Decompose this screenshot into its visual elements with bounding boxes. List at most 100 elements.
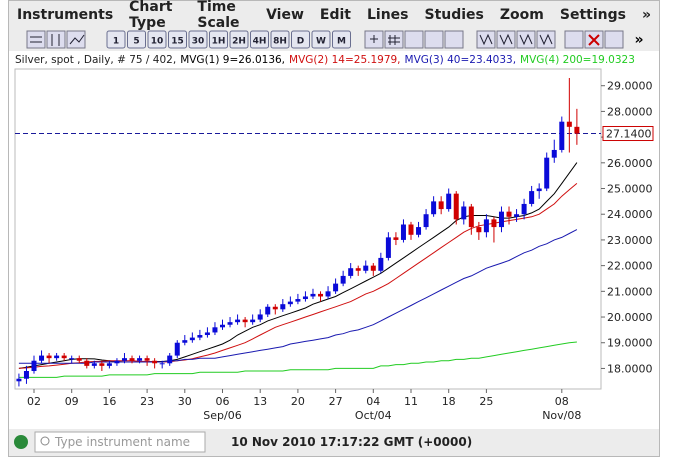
tool-icon[interactable] xyxy=(604,30,624,49)
x-tick-label: 25 xyxy=(479,395,493,408)
menu-bar: Instruments Chart Type Time Scale View Edit L… xyxy=(9,0,659,31)
candle-body xyxy=(483,219,489,233)
candle-body xyxy=(204,332,210,336)
bar-icon[interactable] xyxy=(46,30,66,49)
x-tick-label: 09 xyxy=(65,395,79,408)
chart-header: Silver, spot , Daily, # 75 / 402, MVG(1) … xyxy=(15,54,635,66)
tool-icon[interactable] xyxy=(564,30,584,49)
menu-item[interactable]: Time Scale xyxy=(197,0,240,31)
candle-body xyxy=(76,358,82,361)
candle-body xyxy=(536,188,542,192)
candle-body xyxy=(468,206,474,228)
period-button[interactable] xyxy=(188,30,208,49)
toolbar: » 1 5 10 15 30 1H 2H 4H 8H D W M xyxy=(26,30,644,49)
month-label: Oct/04 xyxy=(355,409,392,422)
candle-body xyxy=(476,227,482,233)
period-button[interactable] xyxy=(147,30,167,49)
candle-body xyxy=(385,237,391,258)
tool-icon[interactable] xyxy=(404,30,424,49)
period-button[interactable] xyxy=(270,30,290,49)
candle-body xyxy=(416,227,422,235)
x-tick-label: 23 xyxy=(140,395,154,408)
month-label: Sep/06 xyxy=(203,409,241,422)
period-button[interactable] xyxy=(250,30,269,49)
x-tick-label: 06 xyxy=(216,395,230,408)
period-button[interactable] xyxy=(229,30,249,49)
candle-body xyxy=(295,299,301,302)
status-light xyxy=(14,435,28,449)
candle-body xyxy=(559,121,565,150)
tool-icon[interactable] xyxy=(424,30,444,49)
period-button[interactable] xyxy=(332,30,351,49)
candle-body xyxy=(91,363,97,366)
candle-body xyxy=(318,293,324,297)
period-button[interactable] xyxy=(106,30,126,49)
candle-body xyxy=(393,237,399,240)
status-bar: Type instrument name 10 Nov 2010 17:17:2… xyxy=(14,431,472,453)
period-label: 8H xyxy=(273,37,287,47)
y-tick-label: 29.0000 xyxy=(607,80,653,93)
legend-entry: MVG(3) 40=23.4033, xyxy=(405,54,517,66)
tool-icon[interactable] xyxy=(444,30,464,49)
candle-body xyxy=(265,306,271,315)
grid-icon[interactable] xyxy=(384,30,404,49)
candle-body xyxy=(167,355,173,364)
app-window: Instruments Chart Type Time Scale View Edit L… xyxy=(8,0,660,457)
candle-body xyxy=(310,293,316,297)
candle-body xyxy=(340,275,346,284)
candle-body xyxy=(114,360,120,364)
x-tick-label: 30 xyxy=(178,395,192,408)
candle-body xyxy=(159,363,165,365)
candle-body xyxy=(121,358,127,361)
search-box[interactable] xyxy=(34,431,206,453)
legend-entry: MVG(1) 9=26.0136, xyxy=(180,54,285,66)
menu-item[interactable]: Studies xyxy=(424,7,484,23)
candle-body xyxy=(182,340,188,343)
period-label: 1H xyxy=(212,37,226,47)
candle-body xyxy=(189,337,195,341)
candle-body xyxy=(521,203,527,215)
period-button[interactable] xyxy=(209,30,228,49)
menu-item[interactable]: View xyxy=(266,7,304,23)
period-button[interactable] xyxy=(127,30,146,49)
period-label: M xyxy=(337,37,346,47)
candle-body xyxy=(446,193,452,210)
candle-body xyxy=(235,319,241,323)
y-tick-label: 24.0000 xyxy=(607,208,653,221)
x-tick-label: 04 xyxy=(366,395,380,408)
candle-body xyxy=(272,306,278,310)
candle-body xyxy=(438,201,444,210)
header-text: Silver, spot , Daily, # 75 / 402, xyxy=(15,54,176,66)
icon-glyphs xyxy=(30,33,553,46)
menu-item[interactable]: Lines xyxy=(366,7,409,23)
menu-item[interactable]: Zoom xyxy=(499,7,544,23)
plot-area xyxy=(14,68,602,390)
y-tick-label: 22.0000 xyxy=(607,260,653,273)
menu-item[interactable]: » xyxy=(641,7,651,23)
candle-body xyxy=(242,319,248,323)
candle-body xyxy=(355,268,361,271)
period-button[interactable] xyxy=(311,30,331,49)
candle-body xyxy=(137,358,143,361)
candle-body xyxy=(370,265,376,271)
x-tick-label: 13 xyxy=(253,395,267,408)
period-button[interactable] xyxy=(168,30,187,49)
candle-body xyxy=(69,358,75,360)
search-icon xyxy=(40,436,50,446)
menu-item[interactable]: Instruments xyxy=(17,7,114,23)
period-button[interactable] xyxy=(291,30,310,49)
x-tick-label: 27 xyxy=(329,395,343,408)
y-tick-label: 21.0000 xyxy=(607,285,653,298)
menu-item[interactable]: Chart Type xyxy=(129,0,173,31)
candle-icon[interactable] xyxy=(26,30,46,49)
moving-average xyxy=(18,341,577,378)
candle-body xyxy=(144,358,150,361)
search-placeholder: Type instrument name xyxy=(54,435,190,449)
candle-body xyxy=(423,214,429,228)
period-label: 1 xyxy=(113,37,119,47)
toolbar-more[interactable]: » xyxy=(634,32,643,48)
candle-body xyxy=(23,371,29,379)
candle-body xyxy=(498,211,504,228)
menu-item[interactable]: Settings xyxy=(559,7,626,23)
menu-item[interactable]: Edit xyxy=(319,7,351,23)
